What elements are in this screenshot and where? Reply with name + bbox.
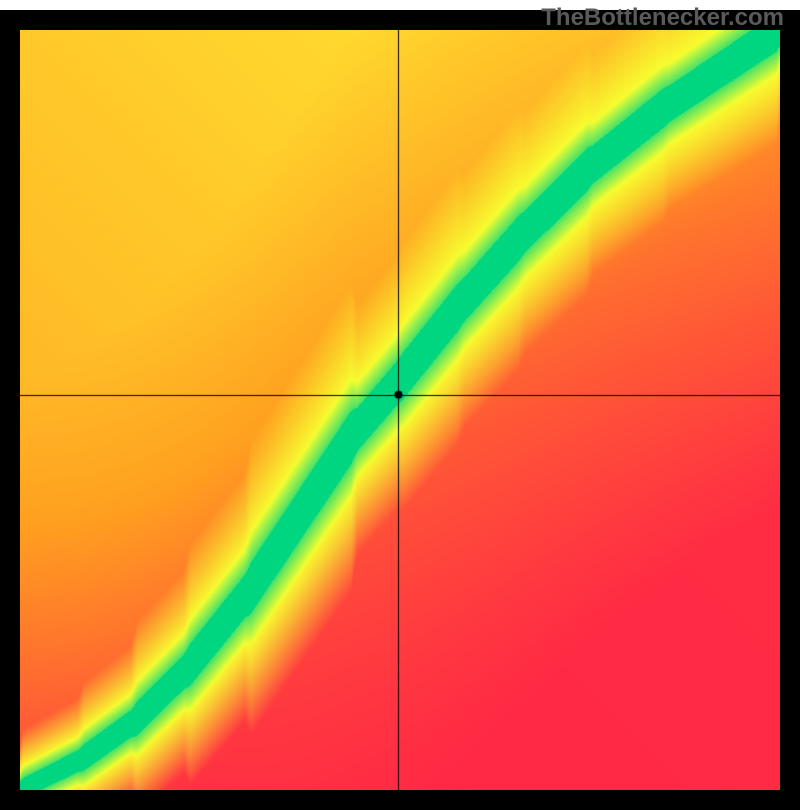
heatmap-canvas	[20, 30, 780, 790]
frame-bottom	[0, 790, 800, 810]
chart-container: TheBottlenecker.com	[0, 0, 800, 800]
watermark-text: TheBottlenecker.com	[541, 4, 784, 32]
frame-right	[780, 10, 800, 810]
frame-left	[0, 10, 20, 810]
